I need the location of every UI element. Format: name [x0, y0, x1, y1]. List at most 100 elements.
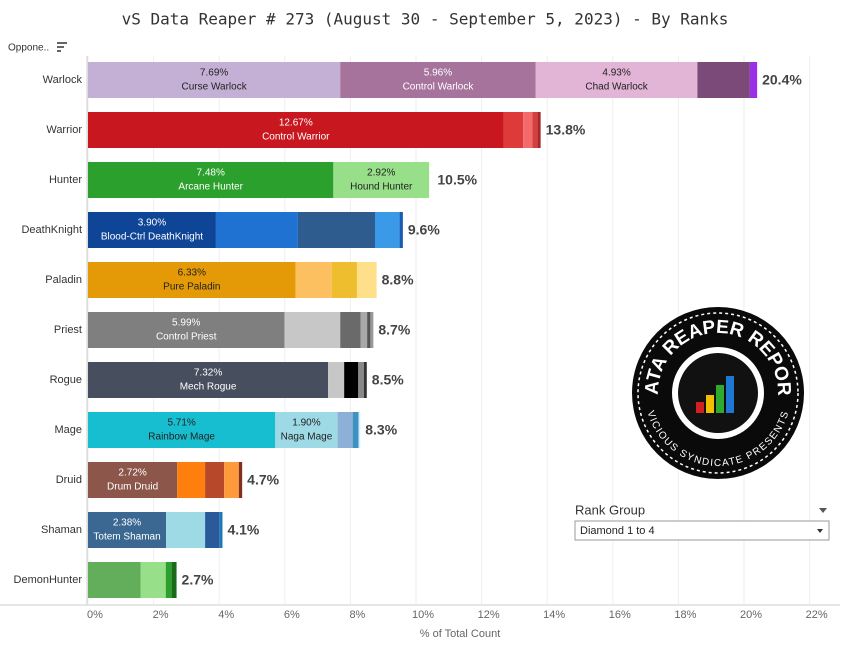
bar-segment — [344, 362, 359, 398]
bar-segment — [340, 62, 536, 98]
segment-value-label: 5.96% — [424, 68, 452, 79]
bar-segment — [328, 362, 345, 398]
segment-value-label: 6.33% — [178, 268, 206, 279]
bar-segment — [503, 112, 524, 148]
row-header[interactable]: Oppone.. — [8, 43, 49, 54]
segment-value-label: 5.99% — [172, 318, 200, 329]
total-label: 2.7% — [182, 572, 214, 588]
bar-segment — [166, 512, 206, 548]
segment-value-label: 12.67% — [279, 118, 313, 129]
bar-segment — [224, 462, 239, 498]
bar-segment — [88, 462, 178, 498]
segment-name: Curse Warlock — [182, 82, 248, 93]
total-label: 13.8% — [546, 122, 586, 138]
bar-segment — [532, 112, 538, 148]
total-label: 10.5% — [437, 172, 477, 188]
total-label: 8.3% — [365, 422, 397, 438]
bar-segment — [360, 312, 368, 348]
x-tick-label: 6% — [284, 609, 300, 621]
segment-value-label: 7.69% — [200, 68, 228, 79]
category-label: Warlock — [43, 74, 83, 86]
segment-name: Hound Hunter — [350, 182, 413, 193]
category-label: Priest — [54, 324, 82, 336]
bar-segment — [88, 312, 285, 348]
segment-value-label: 1.90% — [292, 418, 320, 429]
filter-menu[interactable] — [819, 508, 827, 513]
bar-segment — [275, 412, 338, 448]
bar-segment — [297, 212, 375, 248]
bar-segment — [165, 562, 172, 598]
bar-segment — [238, 462, 243, 498]
bar-segment — [337, 412, 353, 448]
bar-segment — [88, 112, 504, 148]
segment-name: Mech Rogue — [180, 382, 237, 393]
x-tick-label: 12% — [478, 609, 500, 621]
x-tick-label: 18% — [674, 609, 696, 621]
segment-value-label: 2.38% — [113, 518, 141, 529]
bar-segment — [370, 312, 374, 348]
bar-segment — [367, 312, 371, 348]
bar-segment — [358, 412, 361, 448]
category-label: Druid — [56, 474, 82, 486]
total-label: 4.7% — [247, 472, 279, 488]
bar-segment — [523, 112, 533, 148]
bar-segment — [356, 262, 377, 298]
bar-segment — [88, 62, 341, 98]
bar-segment — [215, 212, 298, 248]
segment-value-label: 7.48% — [196, 168, 224, 179]
bar-segment — [88, 362, 329, 398]
x-tick-label: 10% — [412, 609, 434, 621]
category-label: Rogue — [50, 374, 82, 386]
total-label: 9.6% — [408, 222, 440, 238]
segment-name: Pure Paladin — [163, 282, 220, 293]
filter-selected[interactable]: Diamond 1 to 4 — [580, 525, 655, 537]
category-label: Mage — [54, 424, 82, 436]
bar-segment — [205, 462, 225, 498]
segment-name: Totem Shaman — [93, 532, 160, 543]
category-label: Warrior — [46, 124, 82, 136]
segment-value-label: 7.32% — [194, 368, 222, 379]
category-label: DeathKnight — [21, 224, 82, 236]
bar-segment — [140, 562, 166, 598]
sort-icon[interactable] — [57, 42, 67, 52]
segment-name: Control Warrior — [262, 132, 330, 143]
x-axis-title: % of Total Count — [420, 628, 501, 640]
x-tick-label: 22% — [806, 609, 828, 621]
bar-segment — [333, 162, 430, 198]
segment-name: Rainbow Mage — [148, 432, 215, 443]
segment-name: Blood-Ctrl DeathKnight — [101, 232, 203, 243]
x-tick-label: 0% — [87, 609, 103, 621]
segment-value-label: 3.90% — [138, 218, 166, 229]
segment-name: Control Priest — [156, 332, 217, 343]
bar-segment — [219, 512, 223, 548]
plot-area: 0% 2% 4% 6% 8% 10% 12% 14% 16% 18% 20% 22% Warlock 7.… — [14, 56, 828, 621]
dropdown-arrow[interactable] — [817, 529, 823, 533]
total-label: 8.5% — [372, 372, 404, 388]
segment-name: Naga Mage — [281, 432, 333, 443]
category-label: Paladin — [45, 274, 82, 286]
total-label: 8.8% — [382, 272, 414, 288]
chart-title: vS Data Reaper # 273 (August 30 - Septem… — [122, 10, 729, 29]
total-label: 8.7% — [378, 322, 410, 338]
segment-value-label: 4.93% — [602, 68, 630, 79]
bar-segment — [88, 562, 141, 598]
category-label: DemonHunter — [14, 574, 83, 586]
x-tick-label: 2% — [153, 609, 169, 621]
segment-name: Drum Druid — [107, 482, 158, 493]
bar-segment — [88, 412, 276, 448]
x-tick-label: 4% — [218, 609, 234, 621]
segment-value-label: 2.92% — [367, 168, 395, 179]
category-label: Hunter — [49, 174, 82, 186]
bar-segment — [375, 212, 400, 248]
filter-title: Rank Group — [575, 502, 645, 517]
bar-segment — [697, 62, 750, 98]
bar-segment — [749, 62, 758, 98]
total-label: 4.1% — [227, 522, 259, 538]
filter-dropdown[interactable] — [574, 520, 830, 541]
segment-name: Control Warlock — [403, 82, 475, 93]
rank-filter: Rank Group Diamond 1 to 4 — [574, 502, 830, 541]
bar-segment — [331, 262, 357, 298]
bar-segment — [340, 312, 361, 348]
segment-name: Arcane Hunter — [178, 182, 243, 193]
